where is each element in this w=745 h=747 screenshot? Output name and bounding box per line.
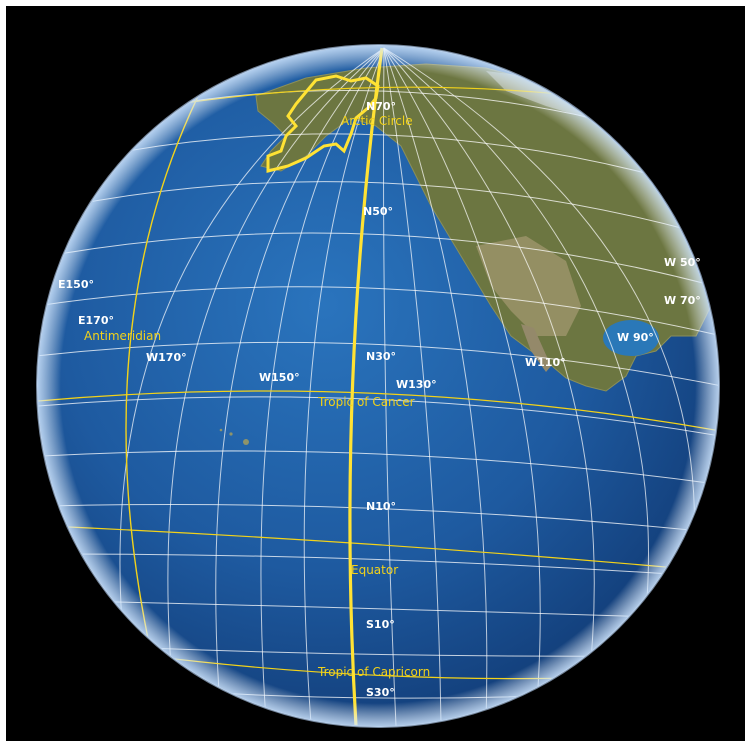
label-w70: W 70°: [664, 294, 701, 307]
label-n50: N50°: [363, 205, 393, 218]
label-tropic-of-capricorn: Tropic of Capricorn: [317, 665, 430, 679]
label-w150: W150°: [259, 371, 300, 384]
label-n30: N30°: [366, 350, 396, 363]
label-w130: W130°: [396, 378, 437, 391]
atmosphere-glow: [37, 45, 719, 727]
label-w110: W110°: [525, 356, 566, 369]
label-s10: S10°: [366, 618, 395, 631]
map-frame: N70° N50° N30° N10° S10° S30° E150° E170…: [6, 6, 745, 741]
label-arctic-circle: Arctic Circle: [341, 114, 413, 128]
label-e150: E150°: [58, 278, 94, 291]
label-s30: S30°: [366, 686, 395, 699]
label-w50: W 50°: [664, 256, 701, 269]
label-equator: Equator: [351, 563, 398, 577]
label-w90: W 90°: [617, 331, 654, 344]
label-tropic-of-cancer: Tropic of Cancer: [317, 395, 415, 409]
label-antimeridian: Antimeridian: [84, 329, 161, 343]
globe-map[interactable]: N70° N50° N30° N10° S10° S30° E150° E170…: [6, 6, 745, 747]
label-e170: E170°: [78, 314, 114, 327]
label-n70: N70°: [366, 100, 396, 113]
label-n10: N10°: [366, 500, 396, 513]
label-w170: W170°: [146, 351, 187, 364]
